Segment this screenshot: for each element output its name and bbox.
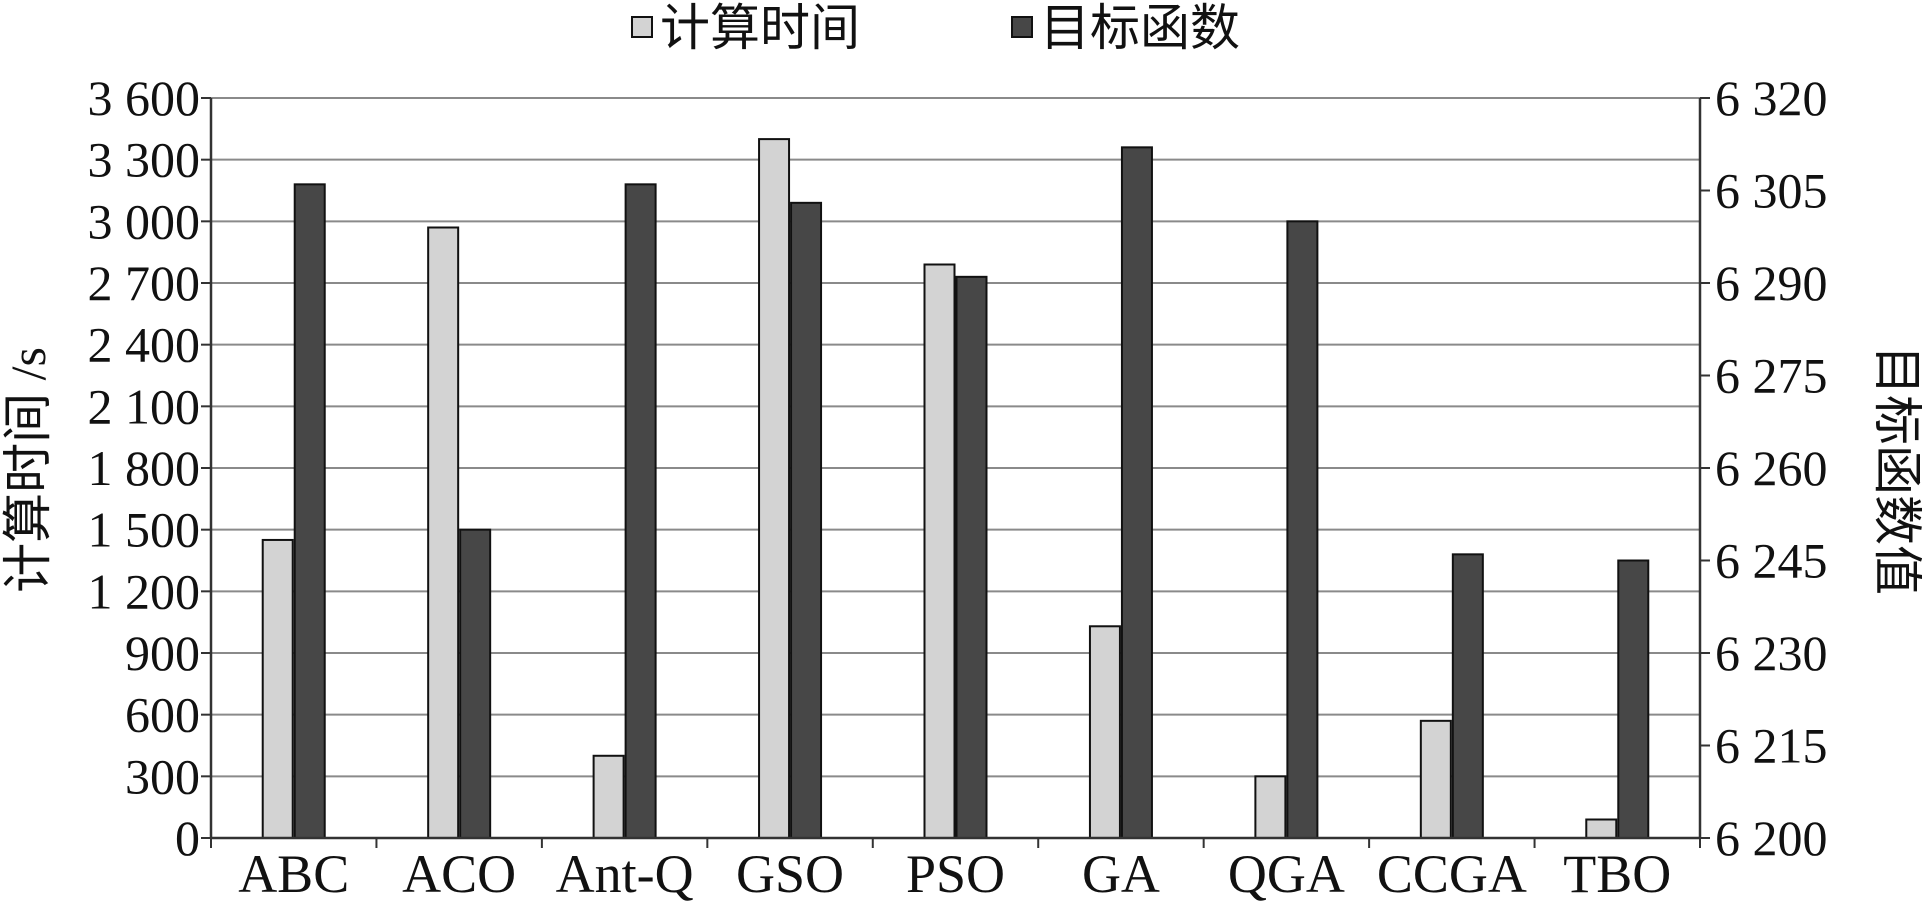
y-tick-label: 1 500: [88, 502, 201, 558]
y-tick-label: 3 300: [88, 132, 201, 188]
bar-objective: [459, 528, 492, 840]
x-tick-label: Ant-Q: [556, 844, 694, 904]
y2-tick-label: 6 290: [1715, 255, 1828, 311]
legend-label: 目标函数: [1040, 0, 1240, 56]
x-tick-label: GA: [1082, 844, 1160, 904]
bar-time: [923, 263, 956, 839]
bar-objective: [1120, 146, 1153, 840]
y2-tick-label: 6 215: [1715, 718, 1828, 774]
axes: [201, 97, 1710, 848]
bar-time: [1585, 818, 1618, 839]
y2-axis-label: 目标函数值: [1869, 345, 1922, 595]
bar-objective: [624, 183, 657, 840]
x-tick-label: ABC: [238, 844, 349, 904]
bars: [261, 138, 1650, 840]
y-tick-label: 300: [125, 748, 200, 804]
x-tick-label: QGA: [1228, 844, 1345, 904]
legend: 计算时间 目标函数: [631, 0, 1240, 56]
y2-tick-label: 6 305: [1715, 163, 1828, 219]
y-tick-label: 900: [125, 625, 200, 681]
bar-objective: [1617, 559, 1650, 839]
y2-tick-label: 6 245: [1715, 533, 1828, 589]
y-tick-label: 0: [175, 810, 200, 866]
y-tick-label: 600: [125, 687, 200, 743]
y-tick-label: 1 800: [88, 440, 201, 496]
bar-objective: [790, 201, 823, 840]
y2-tick-label: 6 260: [1715, 440, 1828, 496]
y-tick-label: 2 100: [88, 378, 201, 434]
x-tick-label: CCGA: [1377, 844, 1527, 904]
y-tick-label: 2 700: [88, 255, 201, 311]
y2-tick-label: 6 200: [1715, 810, 1828, 866]
bar-time: [261, 538, 294, 839]
bar-time: [758, 138, 791, 840]
bar-time: [1088, 625, 1121, 839]
legend-swatch: [1011, 16, 1033, 38]
y2-tick-label: 6 320: [1715, 70, 1828, 126]
bar-time: [427, 226, 460, 839]
bar-objective: [955, 275, 988, 840]
bar-objective: [1286, 220, 1319, 840]
y-tick-label: 3 000: [88, 193, 201, 249]
bar-objective: [1451, 553, 1484, 839]
x-tick-label: GSO: [736, 844, 844, 904]
y2-tick-label: 6 275: [1715, 348, 1828, 404]
x-tick-label: TBO: [1563, 844, 1671, 904]
bar-time: [1419, 719, 1452, 839]
bar-time: [592, 754, 625, 839]
legend-swatch: [631, 16, 653, 38]
y-tick-label: 2 400: [88, 317, 201, 373]
y2-tick-label: 6 230: [1715, 625, 1828, 681]
bar-objective: [293, 183, 326, 840]
y-axis-label: 计算时间 /s: [0, 347, 56, 593]
x-tick-label: ACO: [402, 844, 516, 904]
legend-label: 计算时间: [660, 0, 860, 56]
bar-time: [1254, 775, 1287, 839]
x-tick-label: PSO: [906, 844, 1005, 904]
y-tick-label: 1 200: [88, 563, 201, 619]
y-tick-label: 3 600: [88, 70, 201, 126]
